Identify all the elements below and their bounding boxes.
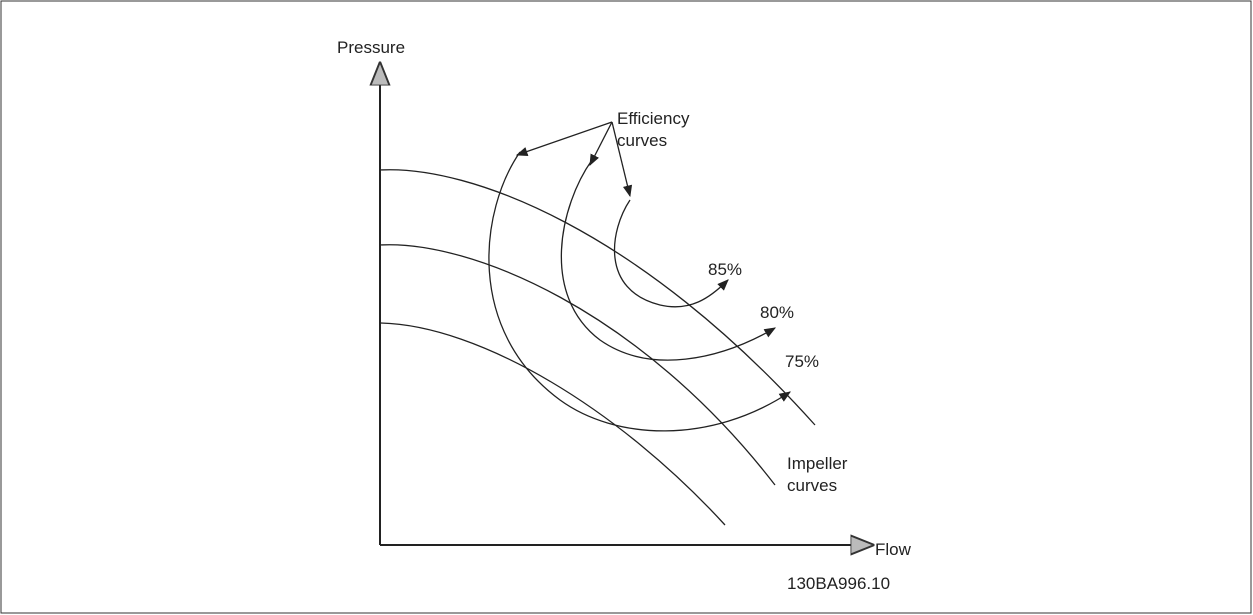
efficiency-label: Efficiency [617,109,690,128]
efficiency-curve [560,159,777,361]
reference-code: 130BA996.10 [787,574,890,593]
efficiency-curve [488,151,791,432]
x-axis-label: Flow [875,540,912,559]
efficiency-curve [613,199,729,308]
impeller-curve [379,244,776,486]
impeller-label: curves [787,476,837,495]
pointer-arrow [515,121,613,156]
pointer-arrow [611,121,633,198]
pointer-arrow [589,121,613,167]
curve-label: 85% [708,260,742,279]
impeller-label: Impeller [787,454,848,473]
curve-label: 80% [760,303,794,322]
impeller-curve [379,169,816,426]
y-axis-label: Pressure [337,38,405,57]
curve-label: 75% [785,352,819,371]
efficiency-label: curves [617,131,667,150]
impeller-curve [379,322,726,526]
